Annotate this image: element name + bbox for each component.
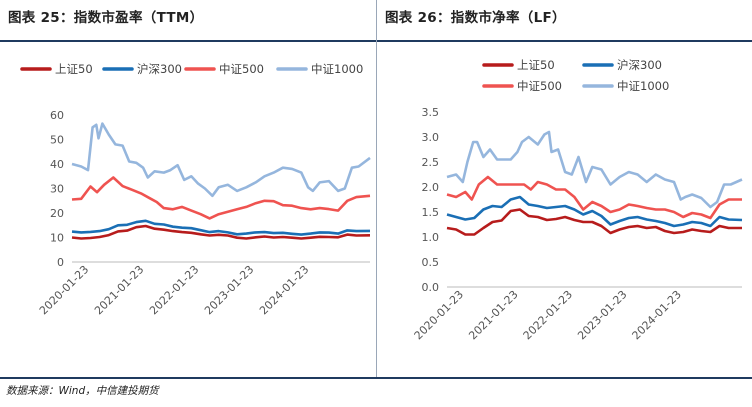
pe-chart-panel: 图表 25：指数市盈率（TTM） 上证50 沪深300 中证500 中证1000 0 10… (0, 0, 376, 377)
legend-item: 中证1000 (276, 62, 363, 76)
legend-label: 中证1000 (311, 62, 363, 76)
x-tick-label: 2022-01-23 (147, 263, 201, 317)
source-note: 数据来源：Wind，中信建投期货 (6, 385, 159, 397)
y-tick-label: 3.0 (422, 131, 440, 144)
series-line (71, 122, 371, 198)
y-tick-label: 3.5 (422, 106, 440, 119)
legend-item: 中证500 (184, 62, 264, 76)
y-tick-label: 40 (50, 158, 64, 171)
y-tick-label: 30 (50, 183, 64, 196)
panel-divider (376, 0, 377, 377)
legend-label: 上证50 (517, 58, 555, 72)
x-tick-label: 2024-01-23 (257, 263, 311, 317)
x-tick-label: 2024-01-23 (630, 288, 684, 342)
legend-label: 中证1000 (617, 79, 669, 93)
y-tick-label: 20 (50, 207, 64, 220)
y-tick-label: 50 (50, 134, 64, 147)
legend-item: 沪深300 (582, 58, 662, 72)
y-tick-label: 1.5 (422, 206, 440, 219)
legend-item: 中证1000 (582, 79, 669, 93)
bottom-rule (0, 377, 752, 379)
title-rule (377, 40, 752, 42)
y-tick-label: 60 (50, 109, 64, 122)
series-line (71, 219, 371, 236)
legend-label: 上证50 (55, 62, 93, 76)
legend-item: 上证50 (20, 62, 93, 76)
pb-chart: 上证50 沪深300 中证500 中证1000 0.0 0.5 1.0 1.5 2.0 2.5 3.… (412, 58, 743, 342)
legend-label: 中证500 (219, 62, 264, 76)
y-tick-label: 0 (57, 256, 64, 269)
pe-chart: 上证50 沪深300 中证500 中证1000 0 10 20 30 40 50 60 2020-01… (20, 62, 371, 317)
y-tick-label: 0.0 (422, 281, 440, 294)
series-line (446, 208, 742, 236)
x-tick-label: 2020-01-23 (37, 263, 91, 317)
legend-label: 沪深300 (137, 62, 182, 76)
y-tick-label: 2.0 (422, 181, 440, 194)
x-tick-label: 2023-01-23 (202, 263, 256, 317)
x-tick-label: 2022-01-23 (521, 288, 575, 342)
x-tick-label: 2021-01-23 (466, 288, 520, 342)
x-tick-label: 2023-01-23 (575, 288, 629, 342)
series-line (446, 130, 743, 209)
series-line (71, 224, 371, 240)
series-line (71, 176, 371, 220)
title-rule (0, 40, 376, 42)
y-tick-label: 2.5 (422, 156, 440, 169)
legend-item: 中证500 (482, 79, 562, 93)
legend-item: 上证50 (482, 58, 555, 72)
y-tick-label: 1.0 (422, 231, 440, 244)
legend-item: 沪深300 (102, 62, 182, 76)
x-tick-label: 2020-01-23 (412, 288, 466, 342)
legend-label: 中证500 (517, 79, 562, 93)
legend-label: 沪深300 (617, 58, 662, 72)
y-tick-label: 10 (50, 232, 64, 245)
x-tick-label: 2021-01-23 (92, 263, 146, 317)
y-tick-label: 0.5 (422, 256, 440, 269)
series-line (446, 195, 743, 228)
pb-chart-title: 图表 26：指数市净率（LF） (385, 10, 566, 26)
pe-chart-title: 图表 25：指数市盈率（TTM） (8, 10, 204, 26)
pb-chart-panel: 图表 26：指数市净率（LF） 上证50 沪深300 中证500 中证1000 0.0 0… (377, 0, 752, 377)
series-line (446, 175, 742, 220)
